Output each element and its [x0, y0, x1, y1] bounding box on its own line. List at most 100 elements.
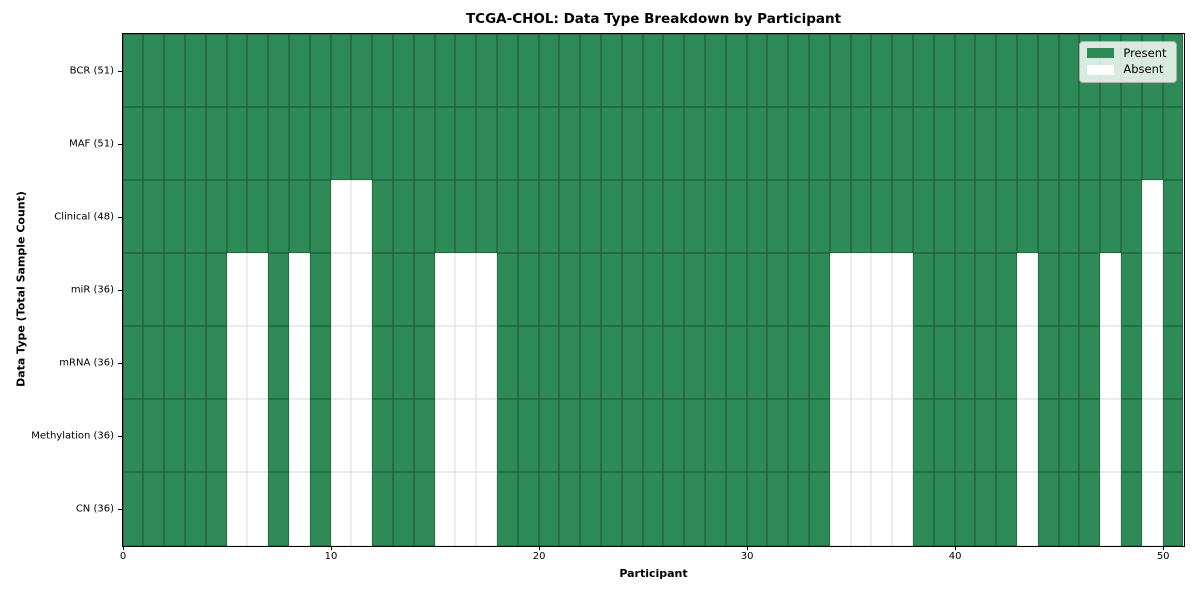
heatmap-cell [559, 33, 581, 107]
heatmap-cell [434, 326, 456, 400]
heatmap-cell [1100, 326, 1122, 400]
heatmap-cell [496, 252, 518, 327]
heatmap-cell [663, 179, 685, 253]
heatmap-cell [663, 326, 685, 400]
heatmap-cell [205, 472, 227, 546]
heatmap-cell [1058, 326, 1080, 400]
y-tick-label: mRNA (36) [59, 357, 114, 368]
x-tick-label: 40 [948, 551, 962, 562]
heatmap-cell [663, 252, 685, 327]
heatmap-cell [996, 326, 1018, 400]
heatmap-cell [621, 399, 643, 473]
heatmap-cell [1037, 106, 1059, 180]
heatmap-cell [996, 399, 1018, 473]
heatmap-cell [247, 106, 269, 180]
heatmap-cell [767, 106, 789, 180]
heatmap-cell [1141, 179, 1163, 253]
heatmap-cell [746, 33, 768, 107]
heatmap-cell [538, 472, 560, 546]
heatmap-cell [1121, 472, 1142, 546]
heatmap-cell [954, 179, 976, 253]
heatmap-cell [663, 106, 685, 180]
heatmap-cell [933, 472, 955, 546]
heatmap-cell [143, 326, 165, 400]
heatmap-cell [413, 179, 435, 253]
heatmap-cell [372, 179, 393, 253]
heatmap-cell [788, 106, 810, 180]
heatmap-cell [1100, 179, 1122, 253]
heatmap-cell [372, 33, 393, 107]
heatmap-cell [684, 179, 705, 253]
heatmap-cell [288, 326, 310, 400]
heatmap-cell [788, 179, 810, 253]
heatmap-cell [559, 106, 581, 180]
heatmap-cell [850, 472, 872, 546]
heatmap-cell [1100, 252, 1122, 327]
heatmap-cell [143, 252, 165, 327]
heatmap-cell [705, 33, 726, 107]
heatmap-cell [205, 399, 227, 473]
heatmap-cell [954, 106, 976, 180]
heatmap-cell [330, 33, 352, 107]
heatmap-cell [642, 179, 664, 253]
heatmap-cell [268, 326, 289, 400]
heatmap-cell [476, 399, 497, 473]
heatmap-cell [746, 472, 768, 546]
heatmap-cell [705, 472, 726, 546]
heatmap-cell [663, 399, 685, 473]
heatmap-cell [455, 106, 477, 180]
heatmap-cell [164, 33, 185, 107]
heatmap-cell [1037, 326, 1059, 400]
heatmap-cell [580, 106, 601, 180]
heatmap-cell [538, 179, 560, 253]
heatmap-cell [372, 252, 393, 327]
heatmap-cell [538, 106, 560, 180]
heatmap-cell [850, 326, 872, 400]
heatmap-cell [1079, 399, 1101, 473]
heatmap-cell [330, 179, 352, 253]
heatmap-cell [746, 399, 768, 473]
heatmap-cell [330, 252, 352, 327]
x-tick-label: 30 [740, 551, 754, 562]
heatmap-cell [392, 252, 414, 327]
heatmap-cell [1100, 472, 1122, 546]
heatmap-cell [413, 106, 435, 180]
heatmap-cell [996, 472, 1018, 546]
heatmap-cell [122, 106, 144, 180]
heatmap-cell [913, 106, 934, 180]
heatmap-cell [892, 106, 914, 180]
heatmap-cell [517, 252, 539, 327]
heatmap-cell [372, 106, 393, 180]
heatmap-cell [517, 326, 539, 400]
x-axis-label: Participant [619, 567, 688, 580]
heatmap-cell [205, 252, 227, 327]
heatmap-cell [143, 399, 165, 473]
heatmap-cell [850, 179, 872, 253]
heatmap-cell [205, 106, 227, 180]
heatmap-cell [788, 326, 810, 400]
heatmap-cell [1141, 472, 1163, 546]
heatmap-cell [621, 326, 643, 400]
heatmap-cell [642, 252, 664, 327]
heatmap-cell [1162, 252, 1184, 327]
heatmap-cell [351, 179, 373, 253]
heatmap-cell [309, 326, 331, 400]
heatmap-cell [392, 472, 414, 546]
heatmap-cell [309, 472, 331, 546]
heatmap-cell [725, 106, 747, 180]
heatmap-cell [684, 399, 705, 473]
heatmap-cell [1017, 179, 1038, 253]
heatmap-cell [517, 33, 539, 107]
heatmap-cell [663, 33, 685, 107]
heatmap-cell [1017, 33, 1038, 107]
heatmap-cell [1121, 399, 1142, 473]
x-tick-mark [955, 546, 957, 550]
heatmap-cell [559, 326, 581, 400]
heatmap-cell [517, 106, 539, 180]
heatmap-cell [455, 326, 477, 400]
heatmap-cell [746, 252, 768, 327]
heatmap-cell [725, 399, 747, 473]
x-tick-label: 20 [532, 551, 546, 562]
heatmap-cell [829, 33, 851, 107]
y-tick-label: CN (36) [75, 503, 114, 514]
